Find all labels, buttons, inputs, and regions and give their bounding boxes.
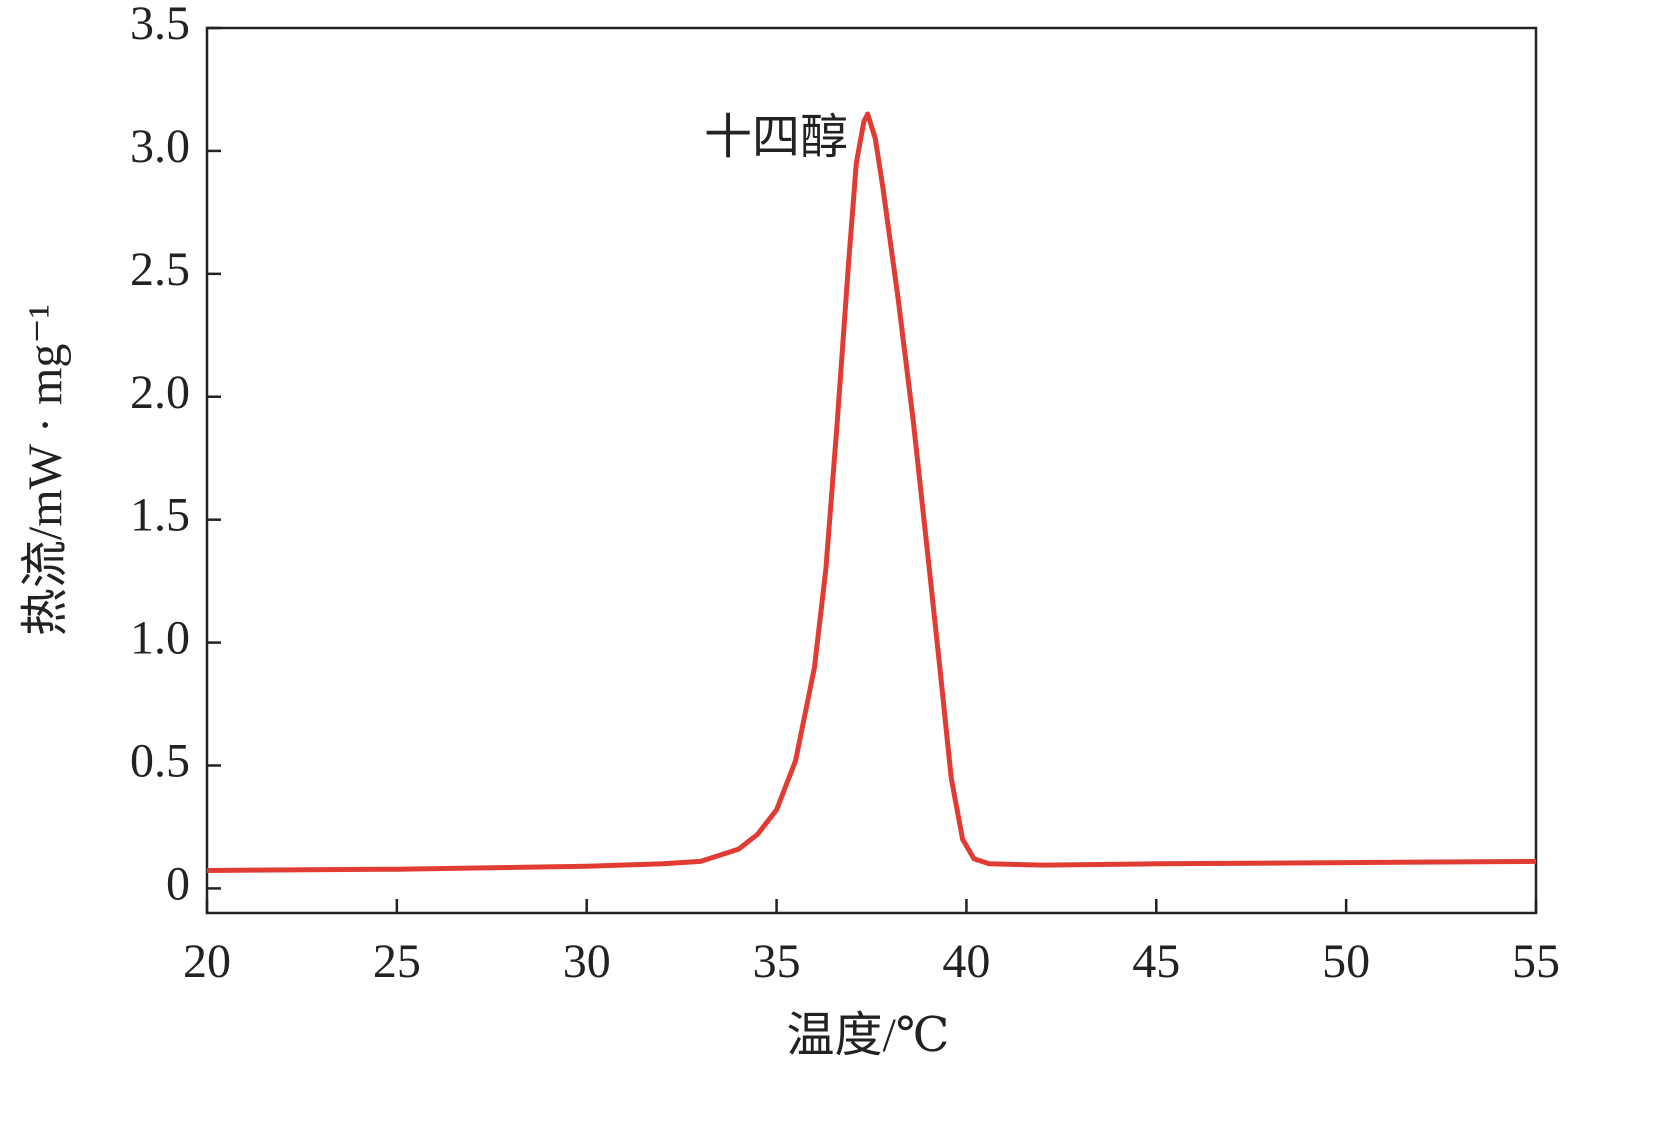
y-tick-label: 3.5 [130, 0, 190, 50]
plot-frame [205, 26, 1538, 915]
y-axis-label: 热流/mW · mg⁻¹ [19, 304, 72, 636]
x-tick-label: 25 [373, 935, 421, 988]
y-tick-label: 0 [166, 857, 190, 910]
y-tick-label: 3.0 [130, 120, 190, 173]
x-axis-label: 温度/℃ [786, 1009, 949, 1062]
data-line [206, 111, 1537, 873]
x-tick-label: 40 [942, 935, 990, 988]
x-tick-label: 45 [1132, 935, 1180, 988]
y-tick-label: 1.0 [130, 612, 190, 665]
annotation: 十四醇 [704, 111, 848, 164]
x-tick-label: 30 [563, 935, 611, 988]
x-tick-label: 20 [183, 935, 231, 988]
y-tick-label: 0.5 [130, 735, 190, 788]
x-tick-label: 35 [753, 935, 801, 988]
x-tick-label: 50 [1322, 935, 1370, 988]
x-tick-label: 55 [1512, 935, 1560, 988]
y-tick-label: 2.5 [130, 243, 190, 296]
y-tick-label: 2.0 [130, 366, 190, 419]
y-tick-label: 1.5 [130, 489, 190, 542]
